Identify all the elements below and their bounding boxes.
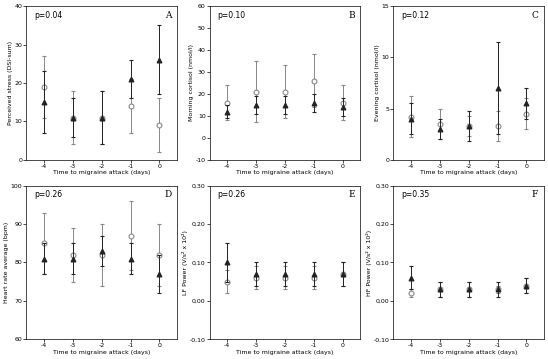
Text: p=0.35: p=0.35 <box>401 190 429 199</box>
X-axis label: Time to migraine attack (days): Time to migraine attack (days) <box>236 170 334 175</box>
Y-axis label: Evening cortisol (nmol/l): Evening cortisol (nmol/l) <box>375 45 380 121</box>
Text: p=0.26: p=0.26 <box>218 190 246 199</box>
Y-axis label: HF Power (V/s² x 10²): HF Power (V/s² x 10²) <box>366 229 372 295</box>
Text: F: F <box>532 190 538 199</box>
Y-axis label: Perceived stress (DSI-sum): Perceived stress (DSI-sum) <box>8 41 13 125</box>
Text: E: E <box>349 190 355 199</box>
Text: C: C <box>532 11 539 20</box>
X-axis label: Time to migraine attack (days): Time to migraine attack (days) <box>53 170 150 175</box>
Y-axis label: LF Power (V/s² x 10²): LF Power (V/s² x 10²) <box>182 230 189 295</box>
Text: p=0.12: p=0.12 <box>401 11 429 20</box>
X-axis label: Time to migraine attack (days): Time to migraine attack (days) <box>53 350 150 355</box>
Text: B: B <box>349 11 355 20</box>
Text: p=0.26: p=0.26 <box>34 190 62 199</box>
Text: p=0.10: p=0.10 <box>218 11 246 20</box>
X-axis label: Time to migraine attack (days): Time to migraine attack (days) <box>420 170 517 175</box>
Y-axis label: Heart rate average (bpm): Heart rate average (bpm) <box>4 222 9 303</box>
Text: A: A <box>165 11 172 20</box>
X-axis label: Time to migraine attack (days): Time to migraine attack (days) <box>236 350 334 355</box>
Text: D: D <box>165 190 172 199</box>
Y-axis label: Morning cortisol (nmol/l): Morning cortisol (nmol/l) <box>189 45 195 121</box>
X-axis label: Time to migraine attack (days): Time to migraine attack (days) <box>420 350 517 355</box>
Text: p=0.04: p=0.04 <box>34 11 62 20</box>
